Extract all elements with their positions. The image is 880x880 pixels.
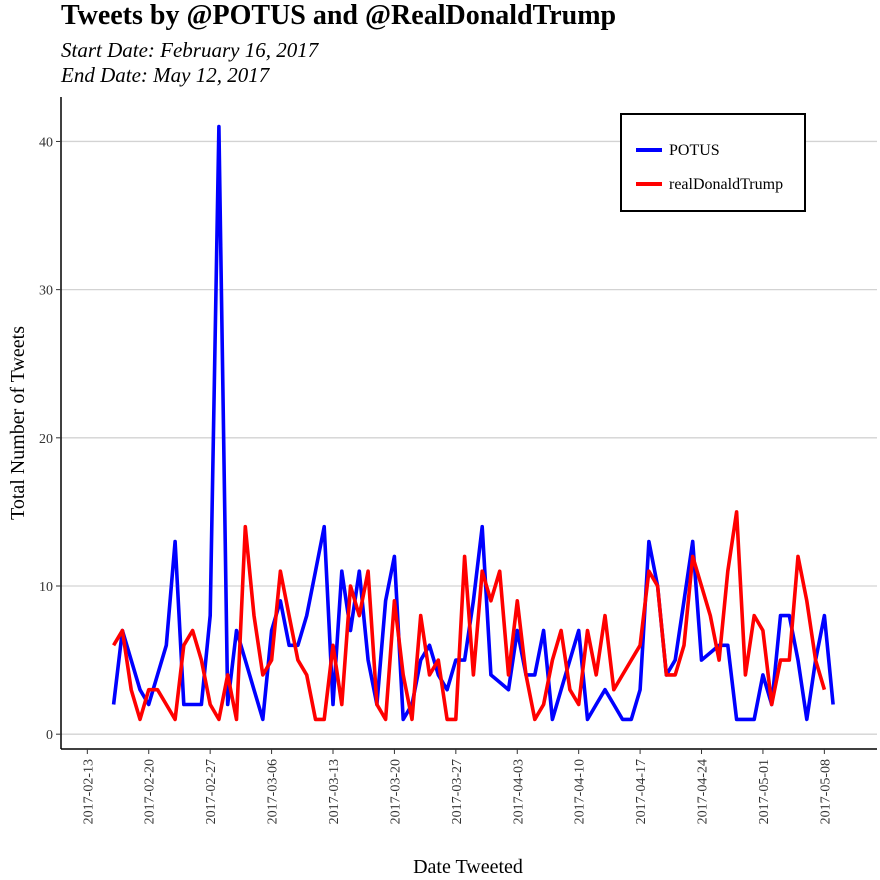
x-tick-label: 2017-04-03 — [511, 759, 526, 824]
x-tick-label: 2017-02-20 — [143, 759, 158, 824]
x-tick-label: 2017-04-24 — [696, 759, 711, 824]
x-tick-label: 2017-02-13 — [81, 759, 96, 824]
axes — [60, 97, 877, 750]
chart-subtitle-start: Start Date: February 16, 2017 — [61, 38, 319, 62]
x-axis-label: Date Tweeted — [413, 856, 523, 878]
legend-label-POTUS: POTUS — [669, 142, 720, 159]
x-tick-label: 2017-02-27 — [204, 759, 219, 824]
x-tick-label: 2017-05-08 — [818, 759, 833, 824]
legend: POTUS realDonaldTrump — [620, 113, 806, 212]
chart-title: Tweets by @POTUS and @RealDonaldTrump — [61, 0, 617, 31]
x-tick-label: 2017-03-06 — [266, 759, 281, 824]
series-lines — [111, 124, 835, 722]
legend-label-realDonaldTrump: realDonaldTrump — [669, 176, 783, 193]
y-tick-label: 30 — [39, 284, 53, 299]
x-tick-label: 2017-03-20 — [388, 759, 403, 824]
y-tick-labels: 0 10 20 30 40 — [39, 135, 61, 743]
x-tick-label: 2017-05-01 — [757, 759, 772, 824]
y-axis-label: Total Number of Tweets — [7, 326, 29, 520]
series-line-realDonaldTrump — [112, 510, 827, 722]
x-tick-label: 2017-04-17 — [634, 759, 649, 824]
x-tick-label: 2017-04-10 — [573, 759, 588, 824]
y-tick-label: 20 — [39, 432, 53, 447]
x-tick-label: 2017-03-13 — [327, 759, 342, 824]
x-tick-label: 2017-03-27 — [450, 759, 465, 824]
series-line-POTUS — [111, 124, 835, 722]
legend-box — [620, 113, 806, 212]
x-tick-labels: 2017-02-13 2017-02-20 2017-02-27 2017-03-06… — [81, 749, 833, 824]
y-tick-label: 10 — [39, 580, 53, 595]
chart-subtitle-end: End Date: May 12, 2017 — [61, 63, 270, 87]
y-tick-label: 0 — [46, 728, 53, 743]
y-tick-label: 40 — [39, 135, 53, 150]
